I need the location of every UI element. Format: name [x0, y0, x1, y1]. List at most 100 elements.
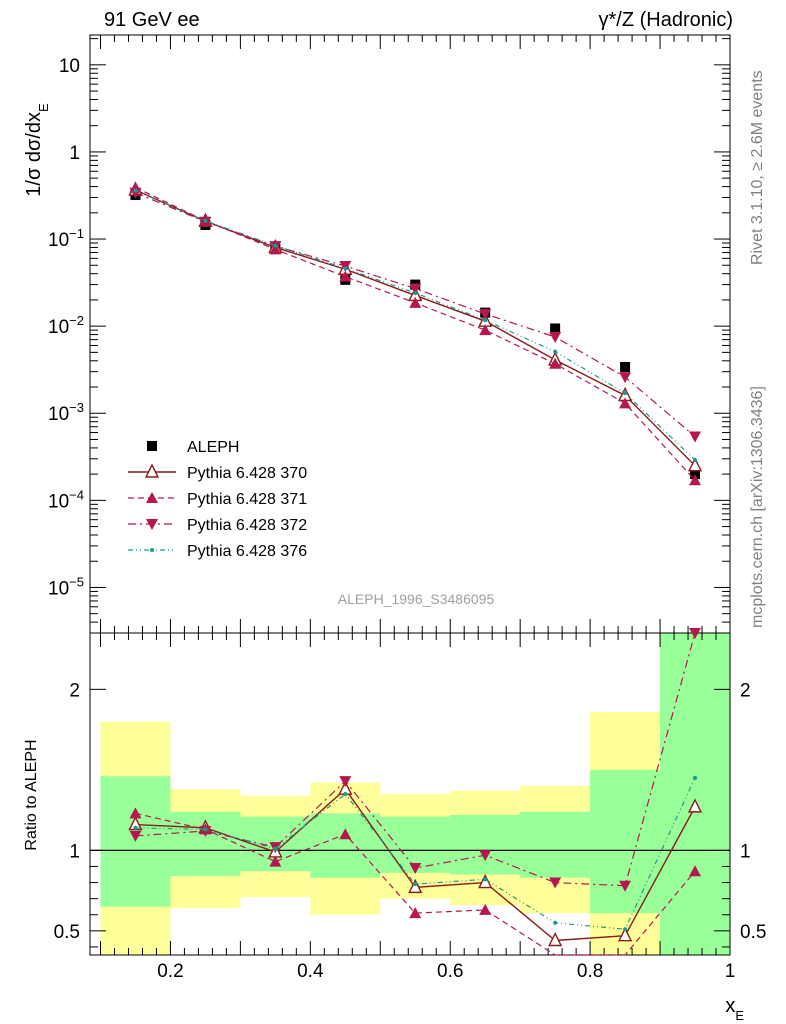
legend-label: Pythia 6.428 370 [187, 465, 307, 482]
legend: ALEPH Pythia 6.428 370 Pythia 6.428 371 Pyt… [128, 439, 307, 560]
legend-label: Pythia 6.428 376 [187, 543, 307, 560]
ratio-series-point [409, 863, 422, 875]
ratio-y-tick-label: 1 [69, 841, 80, 862]
header-left: 91 GeV ee [104, 9, 200, 31]
main-series-point [479, 324, 492, 336]
x-tick-label: 0.6 [437, 961, 463, 982]
main-series-point [689, 431, 702, 443]
ratio-series-point [619, 880, 632, 892]
ratio-series-point [133, 825, 138, 830]
x-tick-label: 0.2 [157, 961, 183, 982]
legend-label: Pythia 6.428 371 [187, 491, 307, 508]
main-series-point [133, 188, 138, 193]
rivet-version-label: Rivet 3.1.10, ≥ 2.6M events [749, 70, 766, 265]
ratio-y-tick-label-right: 0.5 [740, 922, 766, 943]
ratio-series-point [273, 846, 278, 851]
main-series-point [689, 474, 702, 486]
main-series-point [619, 372, 632, 384]
ratio-series-point [693, 775, 698, 780]
ratio-series-point [689, 628, 702, 639]
x-axis-label: xE [725, 995, 744, 1023]
main-series-point [339, 270, 352, 282]
ratio-series-point [413, 882, 418, 887]
main-series-point [623, 391, 628, 396]
ratio-series-point [339, 776, 352, 788]
ratio-series-point [479, 850, 492, 862]
main-series-point [549, 332, 562, 344]
band-inner-bin [450, 814, 521, 875]
ratio-series-point [617, 927, 633, 942]
ratio-series-point [203, 827, 208, 832]
analysis-id-label: ALEPH_1996_S3486095 [338, 591, 495, 607]
legend-marker [150, 548, 154, 552]
x-tick-label: 0.8 [577, 961, 603, 982]
ratio-series-point [408, 878, 423, 894]
x-tick-label: 1 [725, 961, 736, 982]
main-series-line [135, 190, 696, 461]
x-tick-label: 0.4 [297, 961, 324, 982]
ratio-series-point [479, 903, 492, 915]
legend-label: ALEPH [187, 439, 239, 456]
ratio-series-point [129, 807, 142, 819]
main-series-point [479, 308, 492, 320]
ratio-series-point [343, 792, 348, 796]
ratio-y-tick-label: 2 [69, 680, 80, 701]
ratio-y-tick-label-right: 2 [740, 680, 751, 701]
main-series-point [549, 357, 562, 369]
main-series-point [693, 458, 698, 463]
aleph-data-point [550, 323, 561, 334]
legend-marker [146, 492, 158, 503]
ratio-series-point [687, 798, 703, 813]
main-y-tick-label: 10−1 [48, 226, 84, 251]
main-series-point [413, 291, 418, 296]
main-series-point [483, 318, 488, 323]
mcplots-reference-label: mcplots.cern.ch [arXiv:1306.3436] [749, 386, 766, 628]
main-y-tick-label: 10−5 [48, 574, 84, 599]
ratio-y-tick-label: 0.5 [54, 922, 80, 943]
ratio-y-tick-label-right: 1 [740, 841, 751, 862]
main-series-point [553, 349, 558, 354]
main-series-line [135, 187, 696, 481]
band-inner-bin [660, 633, 730, 955]
ratio-series-point [549, 877, 562, 889]
band-inner-bin [310, 813, 381, 878]
legend-marker [144, 463, 160, 478]
main-series-point [343, 266, 348, 271]
ratio-panel-axes: 0.2 0.4 0.6 0.8 10.5 0.51 12 2 [54, 632, 766, 982]
aleph-data-point [690, 469, 701, 480]
legend-marker [146, 519, 158, 530]
main-y-tick-label: 10−4 [48, 487, 84, 512]
main-series-point [273, 243, 278, 248]
ratio-series-point [483, 877, 488, 882]
main-y-tick-label: 10 [59, 56, 80, 77]
ratio-series-line [135, 777, 696, 930]
main-series-line [135, 189, 696, 467]
main-series-point [203, 218, 208, 223]
legend-marker [147, 441, 157, 451]
legend-label: Pythia 6.428 372 [187, 517, 307, 534]
main-frame [89, 34, 731, 634]
main-series-line [135, 192, 696, 438]
ratio-series-point [689, 865, 702, 877]
main-panel-series [128, 181, 703, 486]
main-y-tick-label: 10−3 [48, 400, 84, 425]
ratio-frame [89, 632, 731, 956]
main-panel-axes: 10 1 10−1 10−2 10−3 10−4 10−5 [48, 34, 731, 634]
ratio-series-point [553, 920, 558, 925]
ratio-y-axis-label: Ratio to ALEPH [23, 739, 40, 850]
ratio-series-point [548, 931, 563, 947]
ratio-series-point [409, 907, 422, 919]
ratio-series-point [623, 927, 628, 932]
ratio-series-point [129, 830, 142, 842]
main-series-point [129, 187, 142, 199]
main-series-point [619, 397, 632, 409]
ratio-series-point [269, 855, 282, 867]
band-inner-bin [520, 811, 591, 878]
header-right: γ*/Z (Hadronic) [599, 9, 733, 31]
main-series-point [409, 296, 422, 308]
main-series-point [687, 457, 703, 472]
main-y-axis-label: 1/σ dσ/dxE [23, 103, 51, 197]
ratio-panel-series [128, 628, 703, 956]
main-series-point [409, 283, 422, 295]
